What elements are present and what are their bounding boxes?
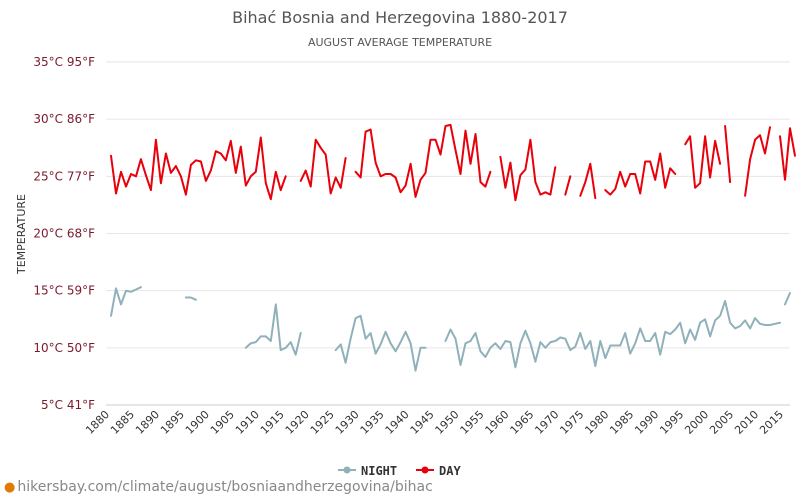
series-day-segment-10	[779, 127, 796, 181]
x-tick-label-1915: 1915	[258, 408, 287, 437]
legend-day-label: DAY	[439, 464, 461, 478]
x-tick-label-2010: 2010	[732, 408, 761, 437]
y-axis-label: TEMPERATURE	[15, 194, 28, 275]
series-day-segment-8	[724, 125, 732, 184]
location-pin-icon: ●	[4, 480, 16, 495]
series-night-segment-0	[110, 286, 142, 317]
y-tick-label-10: 10°C 50°F	[33, 341, 95, 355]
legend-day[interactable]: DAY	[416, 464, 461, 478]
y-tick-label-35: 35°C 95°F	[33, 55, 95, 69]
series-night-segment-4	[444, 300, 781, 369]
chart-title: Bihać Bosnia and Herzegovina 1880-2017	[232, 8, 568, 27]
x-tick-label-2000: 2000	[682, 408, 711, 437]
x-tick-label-1945: 1945	[408, 408, 437, 437]
series-day	[110, 123, 796, 202]
x-tick-label-1895: 1895	[158, 408, 187, 437]
y-axis-ticks: 5°C 41°F 10°C 50°F 15°C 59°F 20°C 68°F 25°C …	[33, 55, 95, 412]
y-tick-label-30: 30°C 86°F	[33, 112, 95, 126]
x-tick-label-1885: 1885	[108, 408, 137, 437]
y-tick-label-20: 20°C 68°F	[33, 227, 95, 241]
y-tick-label-5: 5°C 41°F	[41, 398, 95, 412]
grid-lines	[106, 61, 790, 406]
series-night-segment-5	[784, 292, 791, 306]
x-tick-label-1980: 1980	[582, 408, 611, 437]
legend-night[interactable]: NIGHT	[338, 464, 397, 478]
y-tick-label-25: 25°C 77°F	[33, 169, 95, 183]
x-tick-label-1950: 1950	[433, 408, 462, 437]
x-tick-label-1995: 1995	[657, 408, 686, 437]
x-tick-label-1970: 1970	[532, 408, 561, 437]
series-day-segment-0	[110, 136, 287, 201]
series-day-segment-3	[499, 138, 557, 202]
x-tick-label-1930: 1930	[333, 408, 362, 437]
series-night-segment-2	[244, 303, 302, 356]
chart-subtitle: AUGUST AVERAGE TEMPERATURE	[308, 36, 492, 49]
x-tick-label-1910: 1910	[233, 408, 262, 437]
x-tick-label-1960: 1960	[483, 408, 512, 437]
series-night-segment-3	[334, 314, 427, 372]
x-tick-label-1985: 1985	[607, 408, 636, 437]
x-tick-label-2005: 2005	[707, 408, 736, 437]
x-tick-label-1975: 1975	[557, 408, 586, 437]
legend: NIGHT DAY	[338, 464, 461, 478]
series-day-segment-4	[564, 175, 572, 196]
x-tick-label-1900: 1900	[183, 408, 212, 437]
series-night	[110, 286, 791, 372]
series-day-segment-7	[684, 135, 722, 189]
series-day-segment-1	[299, 138, 347, 195]
x-tick-label-1990: 1990	[632, 408, 661, 437]
x-tick-label-1935: 1935	[358, 408, 387, 437]
series-day-segment-5	[579, 162, 597, 200]
series-day-segment-2	[354, 123, 492, 198]
x-tick-label-1920: 1920	[283, 408, 312, 437]
x-axis-ticks: 1880188518901895190019051910191519201925…	[83, 408, 786, 437]
source-link[interactable]: ● hikersbay.com/climate/august/bosniaandh…	[4, 479, 433, 495]
source-text: hikersbay.com/climate/august/bosniaandhe…	[17, 479, 433, 495]
legend-day-marker	[421, 466, 429, 474]
y-tick-label-15: 15°C 59°F	[33, 284, 95, 298]
series-lines	[110, 123, 796, 372]
x-tick-label-1955: 1955	[458, 408, 487, 437]
x-tick-label-1940: 1940	[383, 408, 412, 437]
x-tick-label-1925: 1925	[308, 408, 337, 437]
x-tick-label-1905: 1905	[208, 408, 237, 437]
x-tick-label-1965: 1965	[508, 408, 537, 437]
series-day-segment-9	[744, 126, 771, 197]
series-night-segment-1	[184, 296, 197, 301]
series-day-segment-6	[604, 152, 677, 196]
x-tick-label-1890: 1890	[133, 408, 162, 437]
x-tick-label-1880: 1880	[83, 408, 112, 437]
legend-night-label: NIGHT	[361, 464, 397, 478]
legend-night-marker	[343, 466, 351, 474]
x-tick-label-2015: 2015	[757, 408, 786, 437]
